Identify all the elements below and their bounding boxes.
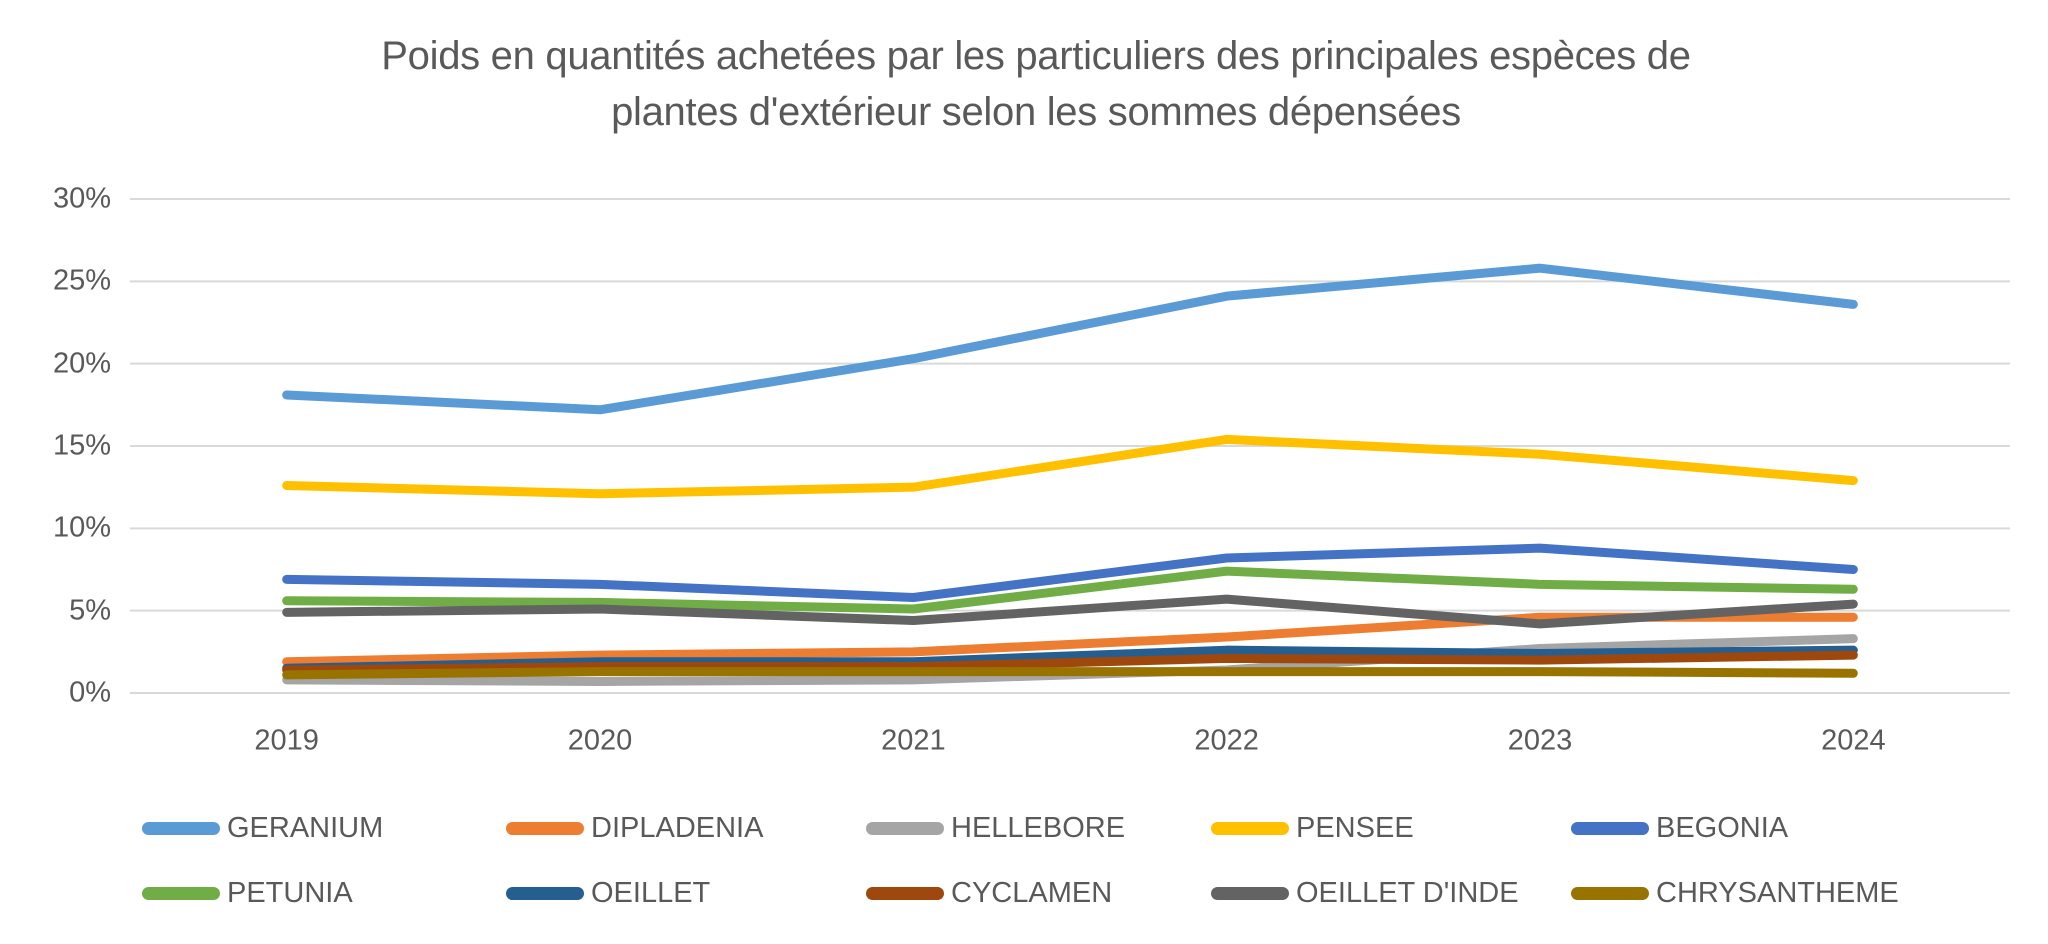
legend-item-petunia[interactable]: PETUNIA	[142, 876, 353, 909]
y-axis-label-5%: 5%	[69, 594, 111, 627]
legend-label-dipladenia: DIPLADENIA	[591, 811, 764, 844]
legend-item-geranium[interactable]: GERANIUM	[142, 811, 384, 844]
legend-label-oeillet-d-inde: OEILLET D'INDE	[1296, 876, 1519, 909]
legend-swatch-begonia	[1571, 821, 1649, 835]
legend-swatch-chrysantheme	[1571, 886, 1649, 900]
legend-item-begonia[interactable]: BEGONIA	[1571, 811, 1789, 844]
legend-swatch-hellebore	[866, 821, 944, 835]
series-line-begonia	[282, 543, 1858, 602]
y-axis-label-20%: 20%	[52, 347, 111, 380]
legend-swatch-cyclamen	[866, 886, 944, 900]
y-axis-label-25%: 25%	[52, 264, 111, 297]
legend-item-oeillet-d-inde[interactable]: OEILLET D'INDE	[1211, 876, 1519, 909]
y-axis-label-10%: 10%	[52, 511, 111, 544]
legend-swatch-pensee	[1211, 821, 1289, 835]
x-axis-label-2020: 2020	[567, 724, 633, 757]
legend-swatch-petunia	[142, 886, 220, 900]
legend-item-dipladenia[interactable]: DIPLADENIA	[506, 811, 764, 844]
chart-title-line-1: Poids en quantités achetées par les part…	[381, 34, 1691, 78]
chart-title: Poids en quantités achetées par les part…	[30, 28, 2042, 140]
legend-label-cyclamen: CYCLAMEN	[951, 876, 1113, 909]
y-axis-label-30%: 30%	[52, 182, 111, 215]
x-axis-label-2023: 2023	[1507, 724, 1573, 757]
series-line-geranium	[282, 263, 1858, 415]
legend-label-pensee: PENSEE	[1296, 811, 1414, 844]
legend-label-chrysantheme: CHRYSANTHEME	[1656, 876, 1899, 909]
y-axis-label-15%: 15%	[52, 429, 111, 462]
y-axis-label-0%: 0%	[69, 676, 111, 709]
legend-label-geranium: GERANIUM	[227, 811, 384, 844]
series-line-chrysantheme	[282, 667, 1858, 680]
x-axis-label-2024: 2024	[1821, 724, 1886, 757]
legend-item-chrysantheme[interactable]: CHRYSANTHEME	[1571, 876, 1899, 909]
x-axis-label-2019: 2019	[254, 724, 319, 757]
legend-swatch-oeillet-d-inde	[1211, 886, 1289, 900]
series-line-petunia	[282, 566, 1858, 614]
series-line-pensee	[282, 434, 1858, 499]
legend-swatch-oeillet	[506, 886, 584, 900]
chart-title-line-2: plantes d'extérieur selon les sommes dép…	[611, 90, 1461, 134]
legend-label-begonia: BEGONIA	[1656, 811, 1789, 844]
x-axis-label-2022: 2022	[1194, 724, 1259, 757]
series-line-oeillet-d-inde	[282, 594, 1858, 629]
legend-item-cyclamen[interactable]: CYCLAMEN	[866, 876, 1113, 909]
legend-swatch-geranium	[142, 821, 220, 835]
legend-item-pensee[interactable]: PENSEE	[1211, 811, 1414, 844]
legend-label-hellebore: HELLEBORE	[951, 811, 1126, 844]
series-line-cyclamen	[282, 650, 1858, 675]
legend-item-hellebore[interactable]: HELLEBORE	[866, 811, 1126, 844]
legend-label-oeillet: OEILLET	[591, 876, 711, 909]
legend-swatch-dipladenia	[506, 821, 584, 835]
legend-label-petunia: PETUNIA	[227, 876, 353, 909]
legend-item-oeillet[interactable]: OEILLET	[506, 876, 711, 909]
x-axis-label-2021: 2021	[881, 724, 946, 757]
